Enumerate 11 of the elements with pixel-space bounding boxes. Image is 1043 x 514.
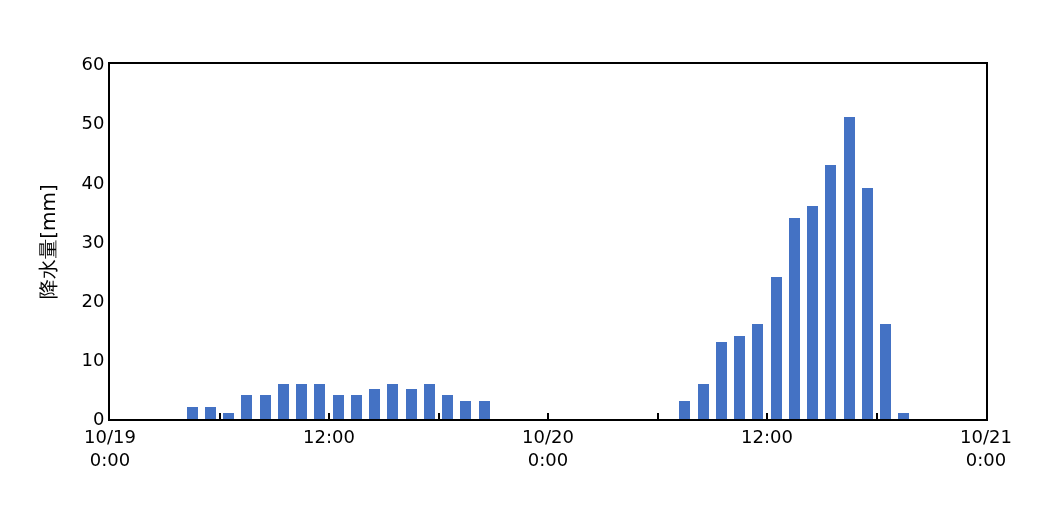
y-axis-title: 降水量[mm] <box>36 184 61 299</box>
x-tick-label: 12:00 <box>303 425 355 447</box>
y-tick-label: 10 <box>81 349 105 371</box>
x-tick-label: 10/20 0:00 <box>522 425 574 470</box>
x-tick-label: 10/21 0:00 <box>960 425 1012 470</box>
y-tick-label: 40 <box>81 171 105 193</box>
y-tick-label: 50 <box>81 112 105 134</box>
y-tick-label: 20 <box>81 289 105 311</box>
x-tick-label: 12:00 <box>741 425 793 447</box>
y-tick-label: 60 <box>81 53 105 75</box>
y-tick-label: 30 <box>81 230 105 252</box>
